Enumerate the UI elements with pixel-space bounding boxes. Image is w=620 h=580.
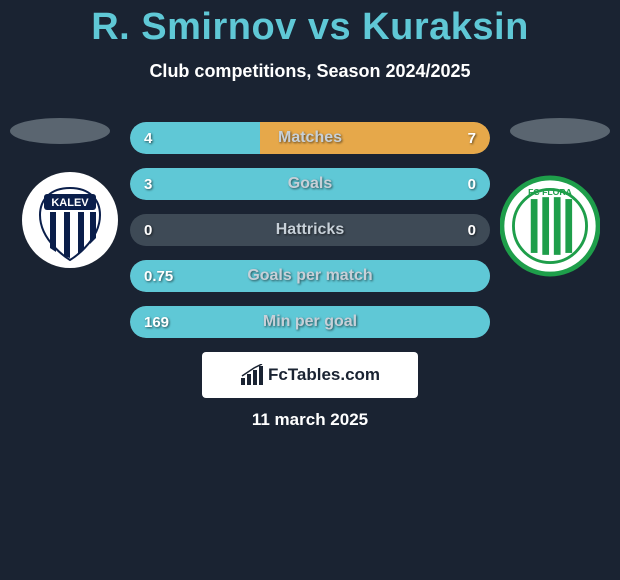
stat-row: 0 Hattricks 0: [130, 214, 490, 246]
stat-value-left: 3: [144, 176, 152, 193]
stat-label: Goals: [288, 175, 332, 193]
svg-text:KALEV: KALEV: [51, 197, 89, 209]
stat-row: 4 Matches 7: [130, 122, 490, 154]
brand-label: FcTables.com: [268, 365, 380, 385]
stat-value-right: 0: [468, 176, 476, 193]
team-crest-right: FC FLORA: [500, 176, 600, 276]
stat-row: 0.75 Goals per match: [130, 260, 490, 292]
team-crest-left: KALEV: [20, 170, 120, 270]
stat-value-right: 7: [468, 130, 476, 147]
stat-value-right: 0: [468, 222, 476, 239]
stat-label: Matches: [278, 129, 342, 147]
flora-crest-icon: FC FLORA: [500, 174, 600, 278]
stats-container: 4 Matches 7 3 Goals 0 0 Hattricks 0 0.75 Goals per…: [130, 122, 490, 352]
date-label: 11 march 2025: [0, 410, 620, 430]
kalev-crest-icon: KALEV: [20, 170, 120, 270]
stat-value-left: 0: [144, 222, 152, 239]
stat-label: Goals per match: [247, 267, 372, 285]
svg-text:FC FLORA: FC FLORA: [528, 187, 572, 197]
pedestal-right: [510, 118, 610, 144]
page-title: R. Smirnov vs Kuraksin: [0, 0, 620, 49]
stat-label: Hattricks: [276, 221, 344, 239]
brand-box[interactable]: FcTables.com: [202, 352, 418, 398]
stat-row: 169 Min per goal: [130, 306, 490, 338]
stat-value-left: 169: [144, 314, 169, 331]
stat-label: Min per goal: [263, 313, 357, 331]
stat-value-left: 4: [144, 130, 152, 147]
pedestal-left: [10, 118, 110, 144]
subtitle: Club competitions, Season 2024/2025: [0, 61, 620, 82]
stat-row: 3 Goals 0: [130, 168, 490, 200]
stat-value-left: 0.75: [144, 268, 173, 285]
chart-icon: [240, 364, 264, 386]
